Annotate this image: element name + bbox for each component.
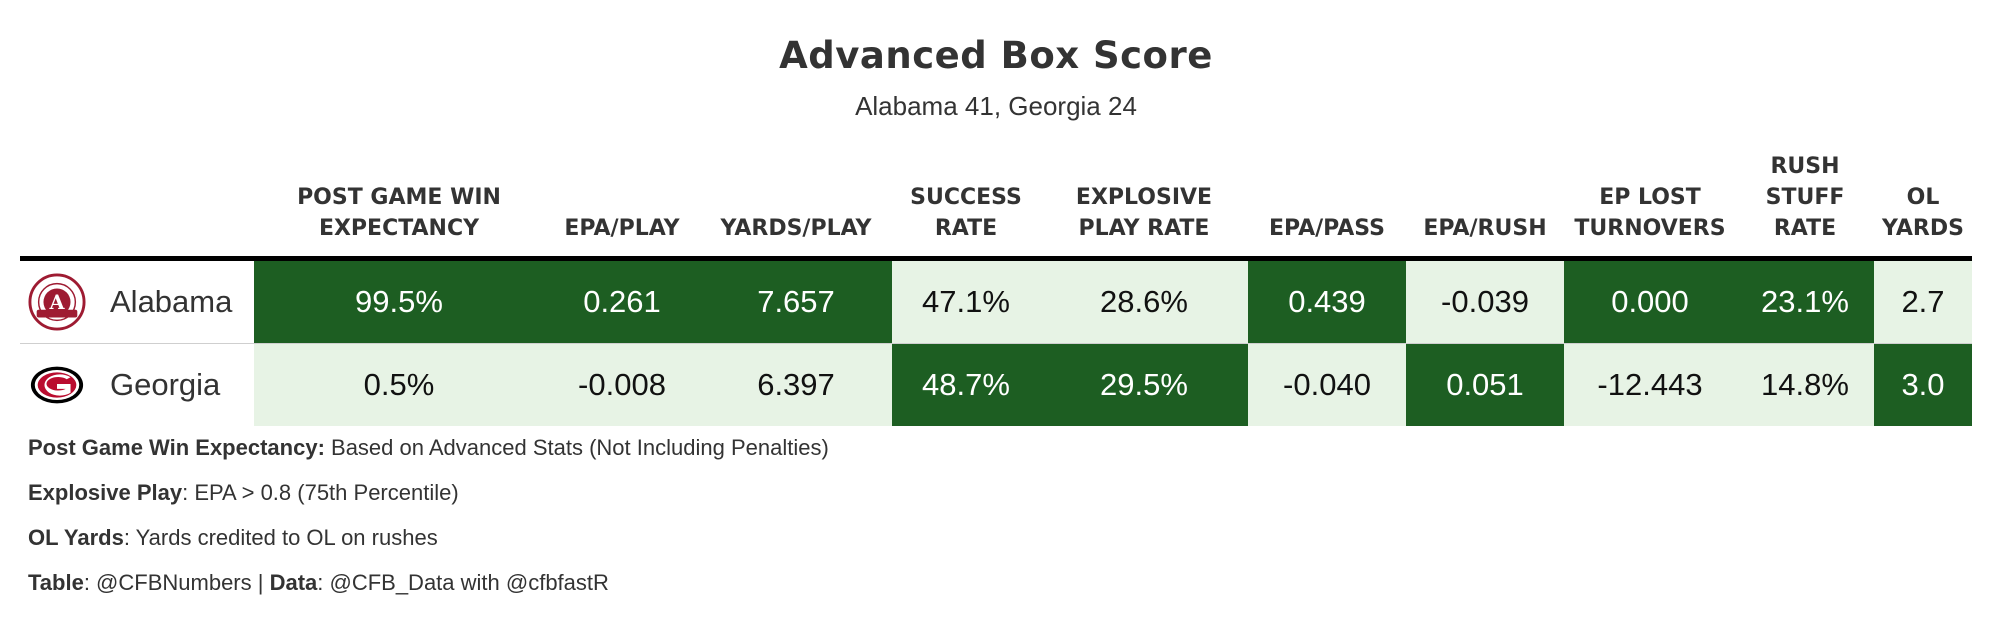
footnote-text: Based on Advanced Stats (Not Including P… [324, 435, 829, 460]
footnote: Post Game Win Expectancy: Based on Advan… [28, 436, 829, 481]
column-header: EP LOST TURNOVERS [1564, 142, 1736, 261]
alabama-logo-icon: A [28, 273, 86, 331]
table-row: A Alabama 99.5% 0.261 7.657 47.1% 28.6% … [20, 258, 1972, 344]
stat-cell: 28.6% [1040, 258, 1248, 344]
chart-subtitle: Alabama 41, Georgia 24 [855, 91, 1137, 121]
stat-cell: 29.5% [1040, 343, 1248, 426]
chart-title: Advanced Box Score [779, 34, 1213, 77]
data-credit-text: : @CFB_Data with @cfbfastR [317, 570, 609, 595]
table-credit-label: Table [28, 570, 84, 595]
column-header: EPA/PASS [1248, 142, 1406, 261]
stat-cell: 0.051 [1406, 343, 1564, 426]
stat-cell: 48.7% [892, 343, 1040, 426]
team-name: Georgia [110, 367, 221, 402]
column-header: POST GAME WIN EXPECTANCY [254, 142, 544, 261]
stat-cell: 2.7 [1874, 258, 1972, 344]
header-row: POST GAME WIN EXPECTANCY EPA/PLAY YARDS/… [20, 142, 1972, 261]
stat-cell: 0.439 [1248, 258, 1406, 344]
team-cell: A Alabama [20, 258, 254, 344]
stat-cell: 7.657 [700, 258, 892, 344]
stat-cell: 6.397 [700, 343, 892, 426]
table-row: Georgia 0.5% -0.008 6.397 48.7% 29.5% -0… [20, 343, 1972, 426]
team-column-header [20, 142, 254, 261]
footnote-text: : Yards credited to OL on rushes [123, 525, 438, 550]
data-credit-label: Data [269, 570, 318, 595]
georgia-logo-icon [30, 366, 84, 404]
table-credit-text: : @CFBNumbers | [83, 570, 270, 595]
footnote-label: Explosive Play [28, 480, 183, 505]
column-header: YARDS/PLAY [700, 142, 892, 261]
column-header: EPA/PLAY [544, 142, 700, 261]
footnote-text: : EPA > 0.8 (75th Percentile) [182, 480, 459, 505]
stat-cell: 3.0 [1874, 343, 1972, 426]
stat-cell: 14.8% [1736, 343, 1874, 426]
column-header: EPA/RUSH [1406, 142, 1564, 261]
box-score-table: POST GAME WIN EXPECTANCY EPA/PLAY YARDS/… [20, 142, 1972, 426]
stat-cell: -0.040 [1248, 343, 1406, 426]
stat-cell: 0.000 [1564, 258, 1736, 344]
team-name: Alabama [110, 284, 233, 319]
stat-cell: 47.1% [892, 258, 1040, 344]
column-header: SUCCESS RATE [892, 142, 1040, 261]
footnote-label: Post Game Win Expectancy: [28, 435, 325, 460]
team-cell: Georgia [20, 343, 254, 426]
column-header: RUSH STUFF RATE [1736, 142, 1874, 261]
credits-line: Table: @CFBNumbers | Data: @CFB_Data wit… [28, 571, 829, 616]
column-header: OL YARDS [1874, 142, 1972, 261]
footnote: OL Yards: Yards credited to OL on rushes [28, 526, 829, 571]
stat-cell: 23.1% [1736, 258, 1874, 344]
stat-cell: -12.443 [1564, 343, 1736, 426]
stat-cell: 99.5% [254, 258, 544, 344]
stat-cell: 0.261 [544, 258, 700, 344]
stat-cell: -0.008 [544, 343, 700, 426]
footnote-label: OL Yards [28, 525, 124, 550]
column-header: EXPLOSIVE PLAY RATE [1040, 142, 1248, 261]
footnote: Explosive Play: EPA > 0.8 (75th Percenti… [28, 481, 829, 526]
svg-text:A: A [49, 291, 66, 314]
stat-cell: -0.039 [1406, 258, 1564, 344]
stat-cell: 0.5% [254, 343, 544, 426]
footnotes: Post Game Win Expectancy: Based on Advan… [28, 436, 829, 616]
